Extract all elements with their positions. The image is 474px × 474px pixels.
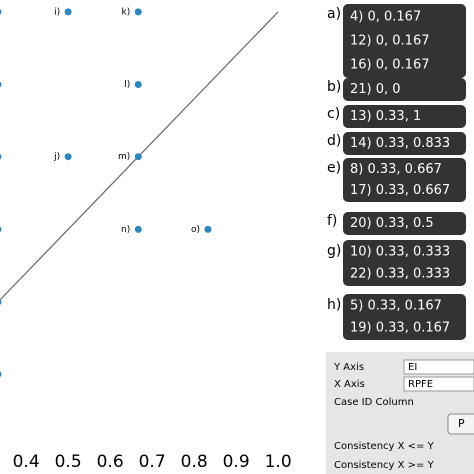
group-box [343, 240, 466, 286]
group-item: 19) 0.33, 0.167 [350, 321, 450, 336]
group-label: b) [327, 79, 341, 95]
group-box [343, 4, 466, 78]
group-label: c) [327, 106, 340, 122]
group-label: g) [327, 243, 341, 259]
point-label: n) [121, 225, 130, 235]
point-label: l) [124, 80, 130, 90]
group-item: 4) 0, 0.167 [350, 10, 421, 25]
point [0, 299, 2, 305]
group-label: h) [327, 297, 341, 313]
x-tick-label: 0.5 [55, 452, 82, 472]
group-label: a) [327, 6, 341, 22]
point-label: m) [118, 152, 130, 162]
y-axis-value: EI [408, 362, 417, 373]
point [0, 81, 2, 88]
group-item: 17) 0.33, 0.667 [350, 183, 450, 198]
group-label: f) [327, 213, 337, 229]
group-item: 22) 0.33, 0.333 [350, 267, 450, 282]
y-axis-field[interactable] [403, 359, 474, 375]
x-tick-label: 1.0 [265, 452, 292, 472]
group-box [343, 294, 466, 340]
point-label: k) [122, 7, 131, 17]
group-box [343, 158, 466, 202]
diagonal [0, 11, 279, 301]
x-axis-label: X Axis [334, 379, 365, 390]
x-tick-label: 0.9 [223, 452, 250, 472]
point [134, 8, 142, 16]
group-item: 12) 0, 0.167 [350, 34, 430, 49]
point [0, 371, 2, 378]
point [134, 153, 142, 161]
x-axis-field[interactable] [403, 376, 474, 392]
x-tick-label: 0.6 [97, 452, 124, 472]
case-id-label: Case ID Column [334, 397, 414, 408]
button[interactable] [447, 413, 474, 435]
consistency-1: Consistency X <= Y [334, 441, 435, 452]
group-label: d) [327, 133, 341, 149]
point [134, 81, 142, 88]
group-label: e) [327, 160, 341, 176]
group-item: 20) 0.33, 0.5 [350, 216, 434, 231]
group-box [343, 105, 466, 128]
point [0, 8, 2, 15]
group-item: 21) 0, 0 [350, 82, 401, 97]
x-tick-label: 0.7 [139, 452, 166, 472]
point [0, 153, 2, 160]
group-item: 5) 0.33, 0.167 [350, 299, 442, 314]
group-box [343, 212, 466, 235]
group-item: 14) 0.33, 0.833 [350, 136, 450, 151]
point [0, 226, 2, 233]
button-label: P [458, 417, 465, 430]
point-label: o) [191, 225, 200, 235]
y-axis-label: Y Axis [333, 362, 364, 373]
group-item: 16) 0, 0.167 [350, 58, 430, 73]
consistency-2: Consistency X >= Y [334, 460, 435, 471]
group-item: 13) 0.33, 1 [350, 109, 421, 124]
point-label: i) [54, 7, 60, 17]
x-tick-label: 0.8 [181, 452, 208, 472]
point [64, 8, 72, 16]
x-axis-value: RPFE [408, 379, 433, 390]
point [134, 225, 142, 233]
group-item: 10) 0.33, 0.333 [350, 245, 450, 260]
x-tick-label: 0.4 [13, 452, 40, 472]
point [204, 225, 212, 233]
point [64, 153, 72, 161]
group-item: 8) 0.33, 0.667 [350, 162, 442, 177]
group-box [343, 132, 466, 155]
group-box [343, 78, 466, 101]
point-label: j) [53, 152, 60, 162]
